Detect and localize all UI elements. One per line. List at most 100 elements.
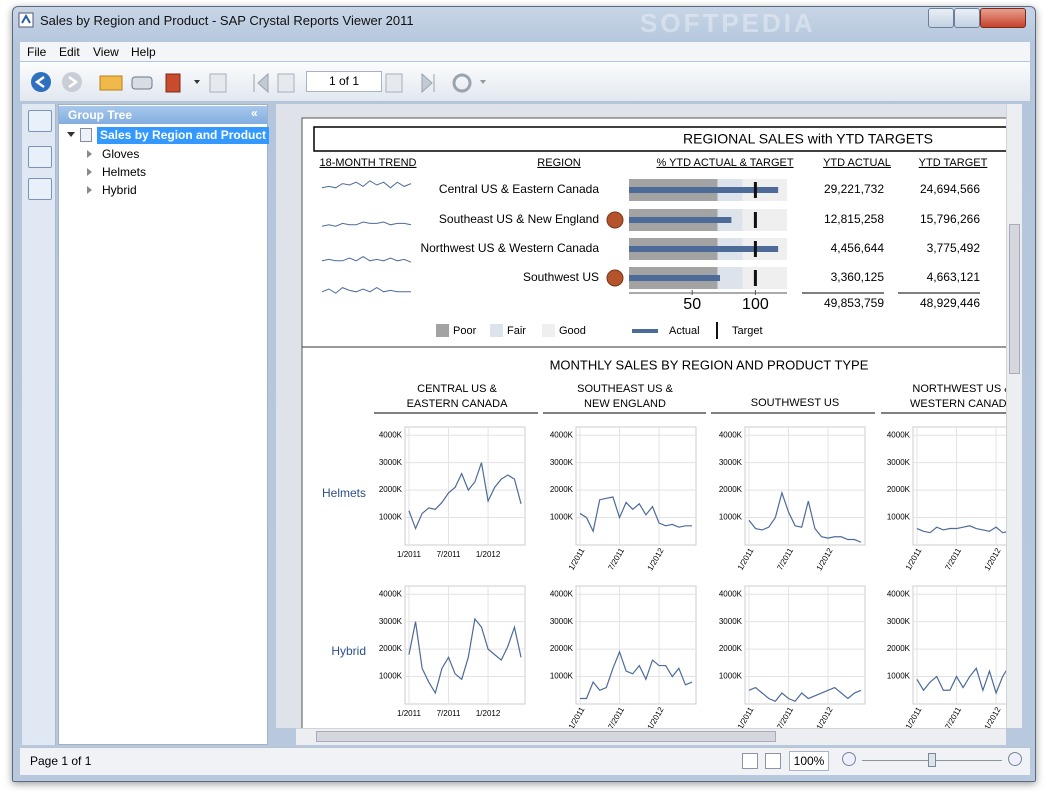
report-title: REGIONAL SALES with YTD TARGETS <box>683 131 933 147</box>
y-tick-label: 3000K <box>550 458 574 467</box>
page-number-box[interactable]: 1 of 1 <box>306 71 382 92</box>
legend-label: Poor <box>453 325 477 337</box>
refresh-button[interactable] <box>454 75 470 91</box>
region-header: WESTERN CANADA <box>910 398 1006 410</box>
region-name: Southwest US <box>523 270 599 284</box>
group-tree-header: Group Tree <box>59 106 267 124</box>
product-label: Helmets <box>322 486 366 500</box>
ytd-target: 24,694,566 <box>920 182 980 196</box>
region-header: NEW ENGLAND <box>584 398 666 410</box>
window-title: Sales by Region and Product - SAP Crysta… <box>40 13 414 28</box>
menu-bar <box>20 42 1030 61</box>
legend-swatch <box>490 324 503 337</box>
zoom-in[interactable] <box>1008 752 1022 766</box>
bullet-band <box>743 209 787 231</box>
y-tick-label: 1000K <box>719 513 743 522</box>
menu-item[interactable]: File <box>27 45 46 59</box>
forward-button[interactable] <box>62 72 82 92</box>
plot-area <box>745 427 865 545</box>
zoom-box[interactable]: 100% <box>789 751 829 771</box>
close-button[interactable] <box>980 8 1026 28</box>
total-actual: 49,853,759 <box>824 296 884 310</box>
expand-arrow[interactable] <box>87 150 92 158</box>
scroll-thumb[interactable] <box>1009 224 1020 374</box>
tree-item[interactable]: Helmets <box>102 165 146 179</box>
y-tick-label: 3000K <box>379 617 403 626</box>
target-marker <box>754 182 757 198</box>
plot-area <box>576 586 696 704</box>
ytd-actual: 3,360,125 <box>831 270 885 284</box>
collapse-button[interactable]: « <box>251 106 258 120</box>
prev-page-button[interactable] <box>278 74 294 92</box>
bullet-band <box>717 267 742 289</box>
group-tree <box>58 104 268 745</box>
x-tick-label: 1/2011 <box>397 709 421 718</box>
region-header: EASTERN CANADA <box>407 398 509 410</box>
open-button[interactable] <box>100 76 122 90</box>
tree-toggle[interactable] <box>28 110 52 132</box>
y-tick-label: 1000K <box>550 672 574 681</box>
horizontal-scrollbar[interactable] <box>296 728 1006 745</box>
bullet-band <box>743 267 787 289</box>
y-tick-label: 3000K <box>887 458 911 467</box>
x-tick-label: 1/2012 <box>476 709 501 718</box>
tree-item[interactable]: Gloves <box>102 147 139 161</box>
y-tick-label: 4000K <box>887 430 911 439</box>
section-title: MONTHLY SALES BY REGION AND PRODUCT TYPE <box>550 357 869 372</box>
first-page-button[interactable] <box>254 74 268 92</box>
region-header: CENTRAL US & <box>417 383 497 395</box>
region-header: NORTHWEST US & <box>912 383 1006 395</box>
expand-arrow[interactable] <box>87 168 92 176</box>
total-target: 48,929,446 <box>920 296 980 310</box>
minimize-button[interactable] <box>928 8 954 28</box>
watermark: SOFTPEDIA <box>640 8 816 39</box>
fit-page-button[interactable] <box>765 753 781 769</box>
actual-bar <box>629 217 731 223</box>
y-tick-label: 4000K <box>379 430 403 439</box>
x-tick-label: 1/2012 <box>476 550 501 559</box>
app-icon <box>18 12 34 28</box>
copy-button[interactable] <box>210 74 226 92</box>
tree-item[interactable]: Hybrid <box>102 183 137 197</box>
menu-item[interactable]: Edit <box>59 45 80 59</box>
search-toggle[interactable] <box>28 178 52 200</box>
fit-width-button[interactable] <box>742 753 758 769</box>
y-tick-label: 2000K <box>719 485 743 494</box>
menu-item[interactable]: Help <box>131 45 156 59</box>
tree-root[interactable]: Sales by Region and Product <box>97 127 269 144</box>
y-tick-label: 1000K <box>887 513 911 522</box>
parameters-toggle[interactable] <box>28 146 52 168</box>
zoom-out[interactable] <box>842 752 856 766</box>
y-tick-label: 4000K <box>550 430 574 439</box>
expand-arrow[interactable] <box>67 132 75 137</box>
last-page-button[interactable] <box>422 74 434 92</box>
scroll-thumb[interactable] <box>316 731 776 742</box>
legend-swatch <box>542 324 555 337</box>
legend-label: Good <box>559 325 586 337</box>
y-tick-label: 1000K <box>550 513 574 522</box>
status-page: Page 1 of 1 <box>30 754 91 768</box>
export-button[interactable] <box>166 74 180 92</box>
product-label: Hybrid <box>331 644 366 658</box>
legend-label: Fair <box>507 325 526 337</box>
region-name: Central US & Eastern Canada <box>439 182 599 196</box>
y-tick-label: 4000K <box>719 589 743 598</box>
next-page-button[interactable] <box>386 74 402 92</box>
actual-bar <box>629 275 720 281</box>
bullet-tick-label: 50 <box>683 296 701 313</box>
y-tick-label: 4000K <box>719 430 743 439</box>
y-tick-label: 2000K <box>887 644 911 653</box>
y-tick-label: 3000K <box>719 617 743 626</box>
y-tick-label: 2000K <box>379 644 403 653</box>
zoom-thumb[interactable] <box>928 753 936 767</box>
vertical-scrollbar[interactable] <box>1006 104 1022 728</box>
expand-arrow[interactable] <box>87 186 92 194</box>
alert-icon <box>607 212 623 228</box>
y-tick-label: 1000K <box>379 672 403 681</box>
print-button[interactable] <box>132 77 152 89</box>
menu-item[interactable]: View <box>93 45 119 59</box>
ytd-target: 15,796,266 <box>920 212 980 226</box>
back-button[interactable] <box>31 72 51 92</box>
y-tick-label: 1000K <box>719 672 743 681</box>
maximize-button[interactable] <box>954 8 980 28</box>
